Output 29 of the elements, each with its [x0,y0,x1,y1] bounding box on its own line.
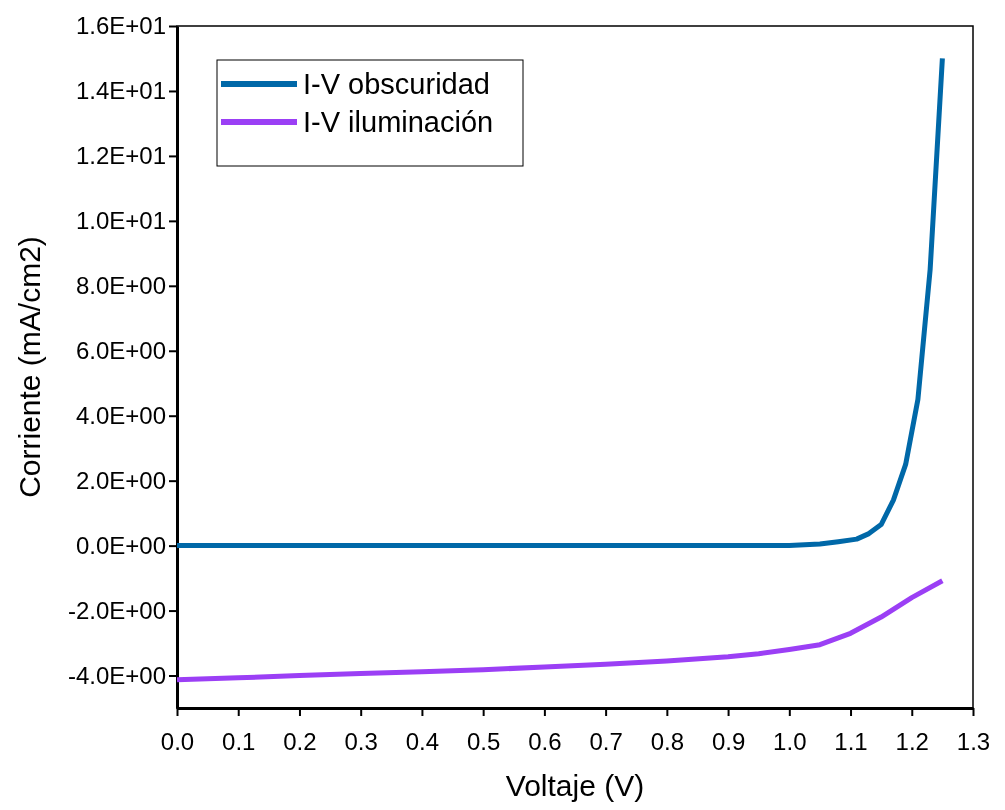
x-tick-label: 1.0 [773,728,807,756]
x-tick-label: 1.1 [834,728,868,756]
y-tick-label: 2.0E+00 [75,466,166,494]
x-tick-label: 1.2 [895,728,929,756]
x-tick-label: 0.9 [711,728,746,756]
y-tick-label: 6.0E+00 [75,336,166,364]
y-tick-label: -4.0E+00 [67,661,166,689]
x-tick-label: 0.4 [405,728,440,756]
y-tick-label: 1.0E+01 [75,207,166,235]
x-tick-label: 1.3 [956,728,991,756]
y-tick-label: 0.0E+00 [75,531,166,559]
x-tick-label: 0.7 [589,728,623,756]
x-tick-label: 0.8 [650,728,685,756]
x-tick-label: 0.0 [160,728,195,756]
y-tick-label: 4.0E+00 [75,401,166,429]
x-tick-label: 0.1 [222,728,256,756]
x-tick-label: 0.3 [344,728,378,756]
y-tick-label: -2.0E+00 [67,596,166,624]
x-axis-title: Voltaje (V) [505,769,645,802]
y-tick-label: 8.0E+00 [75,271,166,299]
x-tick-label: 0.5 [466,728,501,756]
y-axis-title: Corriente (mA/cm2) [13,236,46,498]
y-tick-label: 1.4E+01 [75,77,166,105]
y-tick-label: 1.2E+01 [75,142,166,170]
y-tick-label: 1.6E+01 [75,12,166,40]
legend-label: I-V obscuridad [303,68,490,100]
x-tick-label: 0.6 [528,728,562,756]
x-tick-label: 0.2 [283,728,317,756]
legend-label: I-V iluminación [303,106,494,138]
